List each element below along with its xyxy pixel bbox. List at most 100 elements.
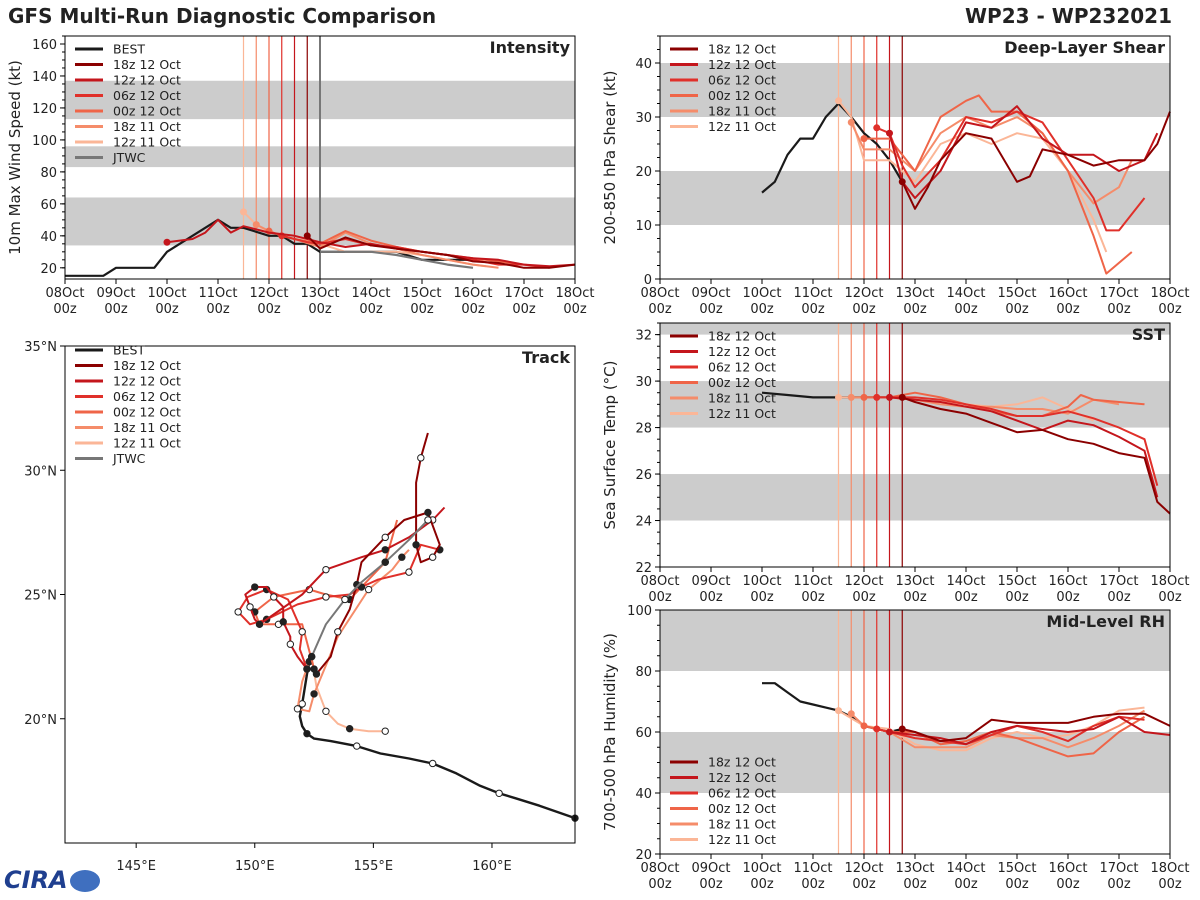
x-tick-hour: 00z xyxy=(1056,877,1080,892)
x-tick-hour: 00z xyxy=(903,302,927,317)
x-tick-hour: 00z xyxy=(1005,877,1029,892)
x-tick-hour: 00z xyxy=(699,302,723,317)
y-axis-label: 10m Max Wind Speed (kt) xyxy=(6,60,24,255)
x-tick-hour: 00z xyxy=(1158,302,1182,317)
series-line-jtwc xyxy=(320,250,474,269)
legend-label-12z-11-oct: 12z 11 Oct xyxy=(708,832,776,847)
x-tick-hour: 00z xyxy=(1107,302,1131,317)
track-point-best xyxy=(298,700,306,708)
y-tick-label: 28 xyxy=(635,422,652,437)
panel-title: Track xyxy=(522,348,570,367)
track-point-12z-12-oct xyxy=(279,618,287,626)
y-tick-label: 20 xyxy=(635,165,652,180)
init-point-18z-12-oct xyxy=(898,178,906,186)
series-line-18z-12-oct xyxy=(902,712,1171,743)
track-point-best xyxy=(353,742,361,750)
x-tick-day: 14Oct xyxy=(946,286,985,301)
track-point-18z-12-oct xyxy=(417,454,425,462)
x-tick-hour: 00z xyxy=(801,877,825,892)
legend-label-18z-11-oct: 18z 11 Oct xyxy=(113,420,181,435)
panel-title: Mid-Level RH xyxy=(1046,612,1165,631)
x-tick-day: 09Oct xyxy=(691,574,730,589)
y-tick-label: 32 xyxy=(635,329,652,344)
track-point-12z-12-oct xyxy=(381,546,389,554)
legend-label-06z-12-oct: 06z 12 Oct xyxy=(708,360,776,375)
legend-label-jtwc: JTWC xyxy=(112,150,146,165)
track-point-best xyxy=(303,729,311,738)
x-tick-day: 15Oct xyxy=(997,574,1036,589)
series-line-18z-12-oct xyxy=(306,235,576,269)
init-point-12z-11-oct xyxy=(835,707,842,715)
storm-id: WP23 - WP232021 xyxy=(965,4,1172,28)
init-point-00z-12-oct xyxy=(860,722,868,730)
map-background xyxy=(65,346,575,843)
x-tick-hour: 00z xyxy=(750,302,774,317)
x-tick-day: 14Oct xyxy=(946,574,985,589)
globe-icon xyxy=(69,870,100,892)
x-tick-hour: 00z xyxy=(1158,877,1182,892)
series-line-best xyxy=(761,102,904,194)
x-tick-hour: 00z xyxy=(750,590,774,605)
x-tick-day: 10Oct xyxy=(742,286,781,301)
init-point-18z-11-oct xyxy=(847,118,855,126)
legend-label-18z-12-oct: 18z 12 Oct xyxy=(708,329,776,344)
legend-label-12z-12-oct: 12z 12 Oct xyxy=(708,344,776,359)
panel-title: Intensity xyxy=(490,38,571,57)
x-tick-day: 17Oct xyxy=(1099,286,1138,301)
y-axis-label: 200-850 hPa Shear (kt) xyxy=(601,71,619,245)
x-tick-hour: 00z xyxy=(699,877,723,892)
legend-label-12z-12-oct: 12z 12 Oct xyxy=(708,57,776,72)
lon-tick-label: 155°E xyxy=(354,859,394,874)
track-line-jtwc xyxy=(310,519,429,658)
x-tick-hour: 00z xyxy=(852,302,876,317)
x-tick-day: 11Oct xyxy=(793,861,832,876)
init-point-12z-12-oct xyxy=(886,728,893,736)
x-tick-day: 15Oct xyxy=(997,286,1036,301)
track-point-12z-12-oct xyxy=(322,565,330,574)
x-tick-day: 18Oct xyxy=(1150,574,1189,589)
track-point-12z-12-oct xyxy=(251,583,259,591)
x-tick-day: 16Oct xyxy=(1048,861,1087,876)
track-point-18z-11-oct xyxy=(364,585,373,594)
x-tick-day: 18Oct xyxy=(1150,286,1189,301)
series-line-18z-12-oct xyxy=(901,396,1171,515)
legend-label-00z-12-oct: 00z 12 Oct xyxy=(708,88,776,103)
legend-label-06z-12-oct: 06z 12 Oct xyxy=(113,88,181,103)
init-point-18z-11-oct xyxy=(252,221,260,229)
x-tick-day: 08Oct xyxy=(640,286,679,301)
init-point-18z-12-oct xyxy=(898,725,906,733)
x-tick-day: 13Oct xyxy=(895,861,934,876)
legend-label-best: BEST xyxy=(113,343,145,358)
x-tick-hour: 00z xyxy=(1107,877,1131,892)
y-axis-label: 700-500 hPa Humidity (%) xyxy=(601,633,619,831)
legend-label-18z-12-oct: 18z 12 Oct xyxy=(708,755,776,770)
legend-label-12z-12-oct: 12z 12 Oct xyxy=(113,73,181,88)
y-axis-label: Sea Surface Temp (°C) xyxy=(601,360,619,529)
x-tick-hour: 00z xyxy=(155,302,179,317)
init-point-00z-12-oct xyxy=(860,393,868,401)
x-tick-hour: 00z xyxy=(1005,302,1029,317)
y-tick-label: 40 xyxy=(635,787,652,802)
x-tick-hour: 00z xyxy=(1158,590,1182,605)
series-line-12z-12-oct xyxy=(889,715,1171,746)
track-point-best xyxy=(495,789,503,797)
x-tick-hour: 00z xyxy=(53,302,77,317)
track-line-12z-12-oct xyxy=(244,506,446,670)
init-point-12z-11-oct xyxy=(240,208,247,216)
x-tick-hour: 00z xyxy=(699,590,723,605)
series-line-18z-12-oct xyxy=(901,111,1171,210)
series-line-12z-12-oct xyxy=(889,396,1159,498)
x-tick-day: 13Oct xyxy=(300,286,339,301)
y-tick-label: 20 xyxy=(635,848,652,863)
legend-label-00z-12-oct: 00z 12 Oct xyxy=(708,801,776,816)
figure-title: GFS Multi-Run Diagnostic Comparison xyxy=(8,4,437,28)
x-tick-day: 09Oct xyxy=(691,861,730,876)
track-point-jtwc xyxy=(341,595,349,604)
y-tick-label: 100 xyxy=(627,604,652,619)
x-tick-day: 13Oct xyxy=(895,574,934,589)
init-point-12z-11-oct xyxy=(835,393,842,401)
lat-tick-label: 30°N xyxy=(24,464,57,479)
lat-tick-label: 25°N xyxy=(24,589,57,604)
x-tick-day: 09Oct xyxy=(96,286,135,301)
